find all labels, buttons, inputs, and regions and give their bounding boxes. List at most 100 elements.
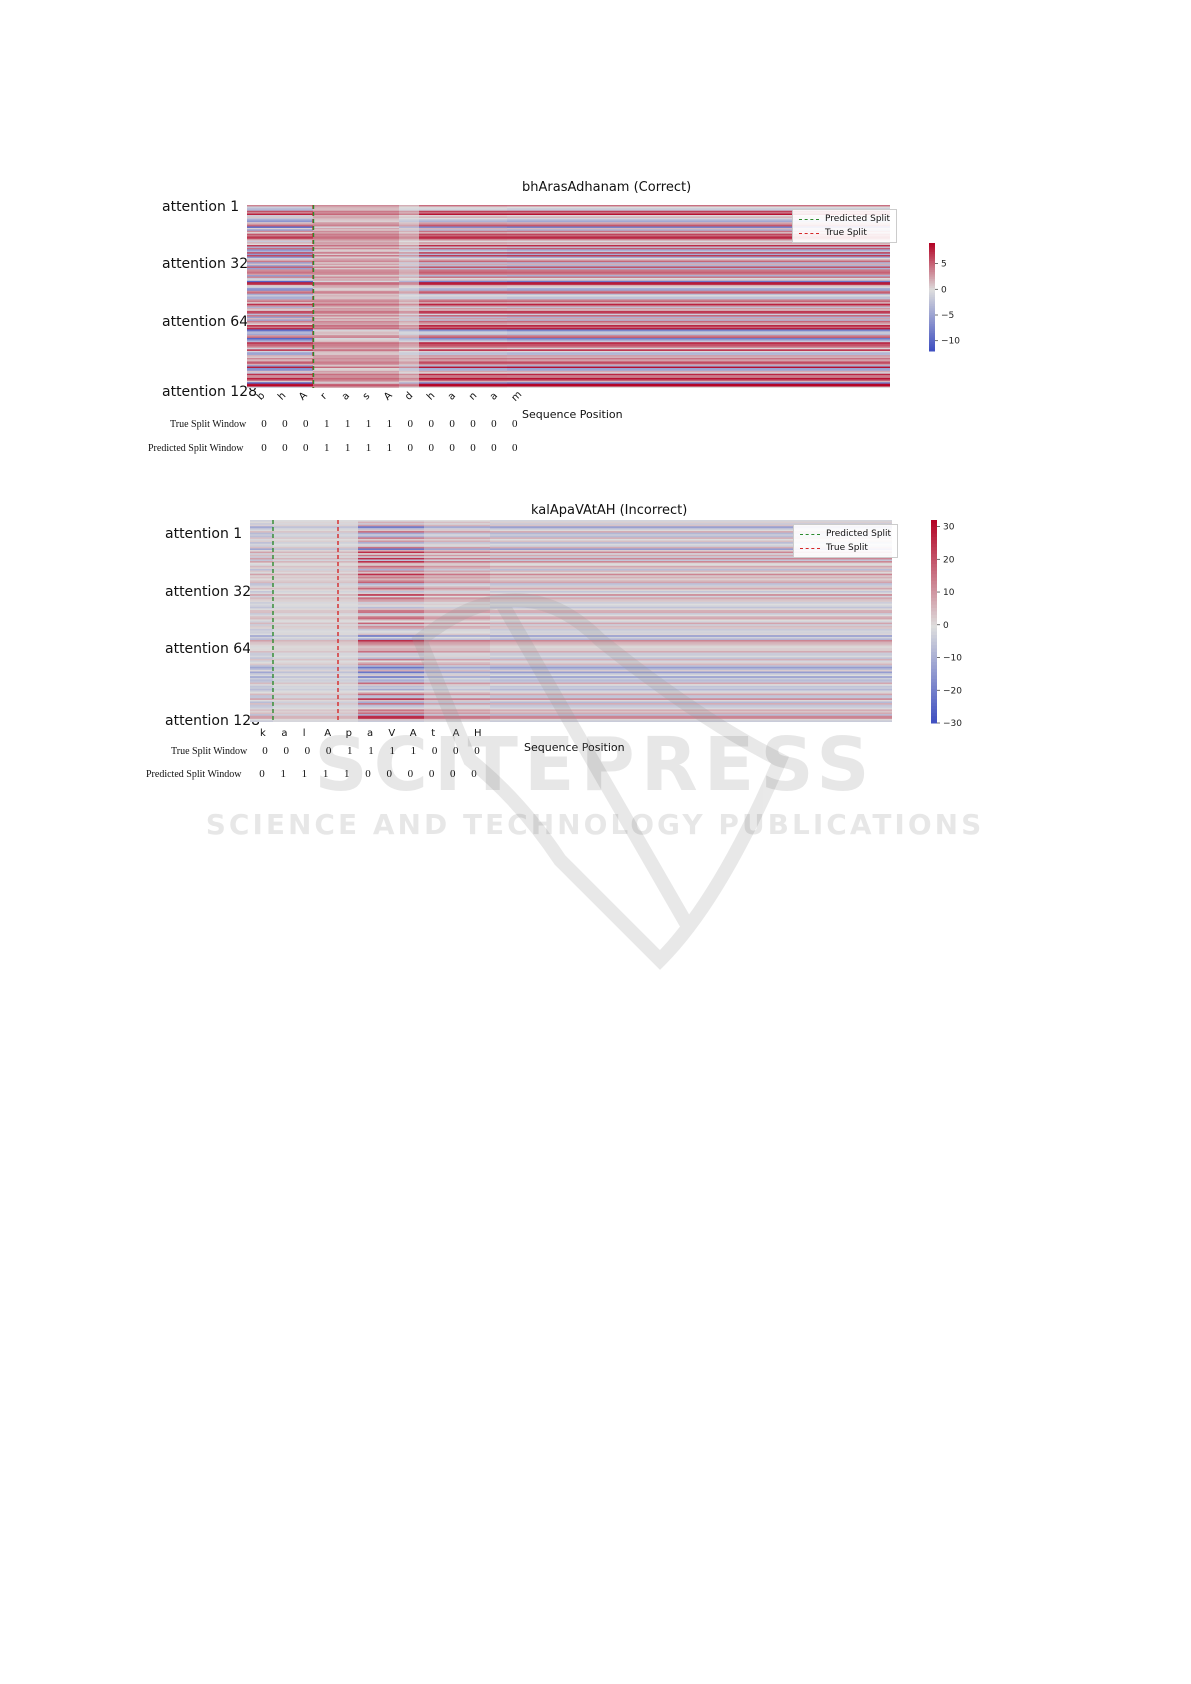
heat-cell — [399, 212, 419, 214]
heat-cell — [507, 233, 890, 236]
heat-cell — [507, 286, 890, 289]
heat-cell — [424, 625, 490, 628]
heat-cell — [419, 366, 507, 369]
heat-cell — [250, 565, 273, 568]
heat-cell — [313, 333, 399, 336]
true-split-digit: 0 — [431, 745, 438, 757]
colorbar-tick: 0 — [941, 285, 947, 295]
heat-cell — [273, 669, 358, 672]
heat-cell — [313, 336, 399, 339]
heat-cell — [424, 643, 490, 646]
heat-cell — [313, 375, 399, 377]
heat-cell — [358, 546, 424, 549]
heat-cell — [273, 521, 358, 524]
heat-cell — [358, 598, 424, 601]
x-tick-label: s — [360, 390, 373, 403]
heat-cell — [399, 356, 419, 359]
heat-cell — [313, 386, 399, 388]
heat-cell — [399, 376, 419, 379]
heat-cell — [273, 535, 358, 538]
heat-cell — [273, 650, 358, 653]
heat-cell — [358, 551, 424, 554]
heat-cell — [490, 549, 892, 552]
heat-cell — [424, 646, 490, 649]
true-split-digit: 1 — [368, 745, 374, 757]
heat-cell — [358, 701, 424, 704]
heat-cell — [399, 363, 419, 366]
heat-cell — [490, 687, 892, 690]
heat-cell — [490, 545, 892, 548]
heat-cell — [507, 373, 890, 376]
heat-cell — [424, 622, 490, 625]
x-tick-label: A — [382, 390, 395, 403]
heat-cell — [507, 302, 890, 305]
heat-cell — [273, 557, 358, 560]
heat-cell — [273, 720, 358, 722]
heat-cell — [419, 282, 507, 285]
heat-cell — [507, 265, 890, 267]
heat-cell — [399, 353, 419, 356]
heat-cell — [419, 383, 507, 386]
heat-cell — [507, 280, 890, 283]
heat-cell — [399, 253, 419, 256]
heat-cell — [313, 272, 399, 275]
heat-cell — [250, 548, 273, 551]
heat-cell — [424, 617, 490, 620]
heat-cell — [247, 249, 313, 252]
heat-cell — [419, 265, 507, 267]
heat-cell — [399, 316, 419, 319]
heat-cell — [419, 222, 507, 224]
heat-cell — [250, 576, 273, 579]
heat-cell — [250, 624, 273, 627]
heat-cell — [358, 567, 424, 570]
x-tick-label: d — [403, 390, 416, 403]
heat-cell — [250, 706, 273, 709]
heat-cell — [490, 654, 892, 657]
heat-cell — [507, 367, 890, 370]
heat-cell — [313, 303, 399, 306]
heat-cell — [358, 662, 424, 665]
heat-cell — [313, 379, 399, 382]
heat-cell — [399, 232, 419, 234]
heat-cell — [247, 302, 313, 305]
heat-cell — [507, 216, 890, 219]
heat-cell — [419, 210, 507, 213]
heat-cell — [313, 323, 399, 326]
heat-cell — [247, 269, 313, 272]
heat-cell — [250, 600, 273, 603]
heat-cell — [313, 315, 399, 317]
heat-cell — [250, 523, 273, 526]
true-split-digit: 0 — [262, 745, 268, 757]
predicted-split-digit: 0 — [407, 768, 414, 780]
heat-cell — [273, 692, 358, 694]
heat-cell — [419, 226, 507, 229]
heat-cell — [273, 534, 358, 537]
heat-cell — [507, 225, 890, 227]
heat-cell — [313, 370, 399, 373]
heat-cell — [247, 382, 313, 385]
heat-cell — [424, 688, 490, 691]
heat-cell — [313, 332, 399, 335]
heat-cell — [424, 715, 490, 718]
heat-cell — [490, 572, 892, 575]
heat-cell — [507, 236, 890, 239]
heat-cell — [419, 266, 507, 269]
heat-cell — [490, 570, 892, 573]
legend-1: Predicted Split True Split — [792, 209, 898, 243]
heat-cell — [358, 718, 424, 721]
heat-cell — [399, 220, 419, 223]
heat-cell — [313, 380, 399, 383]
heat-cell — [250, 703, 273, 706]
heat-cell — [490, 692, 892, 694]
heat-cell — [358, 594, 424, 597]
heat-cell — [419, 277, 507, 280]
heat-cell — [419, 206, 507, 209]
heat-cell — [507, 289, 890, 292]
heat-cell — [424, 669, 490, 672]
heat-cell — [399, 215, 419, 217]
heat-cell — [424, 551, 490, 554]
heat-cell — [399, 236, 419, 239]
heat-cell — [399, 266, 419, 269]
heat-cell — [247, 355, 313, 357]
heat-cell — [273, 589, 358, 592]
